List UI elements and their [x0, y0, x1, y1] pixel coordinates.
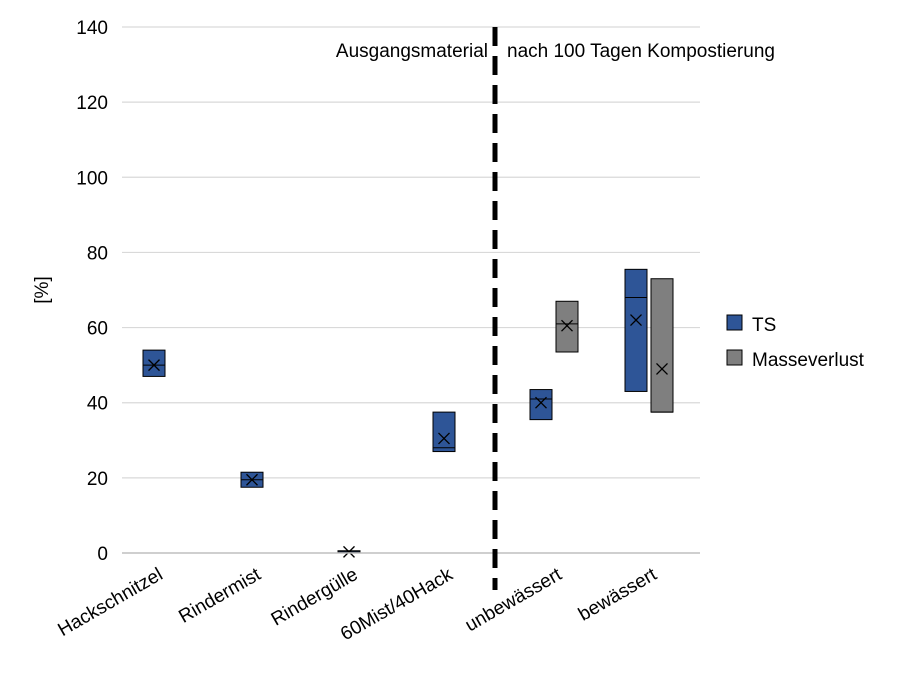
box-masseverlust-bew-ssert — [650, 278, 674, 413]
box-body — [555, 300, 579, 353]
annotation-left: Ausgangsmaterial — [336, 41, 488, 62]
box-ts-bew-ssert — [624, 268, 648, 392]
box-mean-marker — [656, 362, 668, 375]
y-tick-label: 0 — [97, 544, 108, 565]
x-category-label: Rindermist — [175, 564, 265, 628]
box-ts-hackschnitzel — [142, 349, 166, 377]
y-axis-ticks: 0 20 40 60 80 100 120 140 — [76, 18, 108, 565]
x-category-label: Hackschnitzel — [54, 564, 166, 641]
y-tick-label: 20 — [87, 469, 108, 490]
annotation-right: nach 100 Tagen Kompostierung — [507, 41, 775, 62]
box-mean-marker — [561, 319, 573, 332]
box-body — [142, 349, 166, 377]
plot-area — [142, 268, 674, 558]
box-ts-unbew-ssert — [529, 389, 553, 421]
legend-label-masseverlust: Masseverlust — [752, 350, 865, 371]
box-masseverlust-unbew-ssert — [555, 300, 579, 353]
legend-swatch-ts — [726, 314, 743, 331]
box-body — [529, 389, 553, 421]
box-ts-60mist-40hack — [432, 411, 456, 453]
box-mean-marker — [148, 359, 160, 372]
legend-label-ts: TS — [752, 315, 776, 336]
y-tick-label: 40 — [87, 394, 108, 415]
box-ts-rinderg-lle — [337, 545, 361, 558]
x-category-label: bewässert — [575, 564, 661, 626]
legend: TS Masseverlust — [726, 314, 865, 371]
y-tick-label: 120 — [76, 93, 108, 114]
y-tick-label: 80 — [87, 243, 108, 264]
y-tick-label: 60 — [87, 319, 108, 340]
y-tick-label: 140 — [76, 18, 108, 39]
legend-swatch-masseverlust — [726, 349, 743, 366]
x-axis-labels: Hackschnitzel Rindermist Rindergülle60Mist… — [54, 564, 661, 645]
box-body — [650, 278, 674, 413]
box-mean-marker — [343, 545, 355, 558]
box-body — [624, 268, 648, 392]
box-mean-marker — [535, 396, 547, 409]
y-axis-title: [%] — [32, 276, 53, 303]
box-mean-marker — [630, 314, 642, 327]
box-body — [432, 411, 456, 453]
grid-lines — [122, 26, 700, 479]
box-mean-marker — [438, 432, 450, 445]
x-category-label: unbewässert — [462, 564, 566, 636]
box-mean-marker — [246, 473, 258, 486]
y-tick-label: 100 — [76, 168, 108, 189]
box-ts-rindermist — [240, 471, 264, 488]
